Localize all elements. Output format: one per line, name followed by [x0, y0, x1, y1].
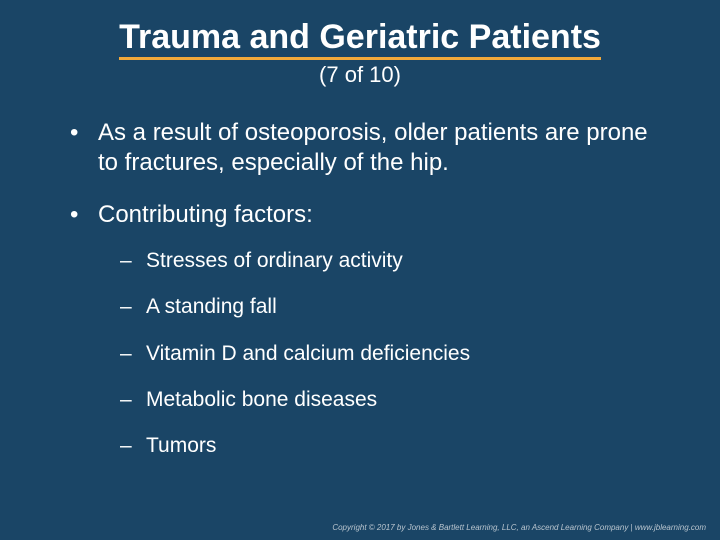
sub-bullet-item: Tumors	[120, 433, 660, 459]
bullet-list: As a result of osteoporosis, older patie…	[70, 118, 660, 459]
title-block: Trauma and Geriatric Patients (7 of 10)	[0, 0, 720, 88]
sub-bullet-text: Tumors	[146, 434, 216, 457]
sub-bullet-item: Stresses of ordinary activity	[120, 248, 660, 274]
slide-content: As a result of osteoporosis, older patie…	[0, 88, 720, 459]
slide-subtitle: (7 of 10)	[0, 62, 720, 88]
sub-bullet-text: Vitamin D and calcium deficiencies	[146, 342, 470, 365]
sub-bullet-text: Metabolic bone diseases	[146, 388, 377, 411]
slide-title: Trauma and Geriatric Patients	[119, 18, 601, 60]
sub-bullet-text: A standing fall	[146, 295, 277, 318]
sub-bullet-item: A standing fall	[120, 294, 660, 320]
sub-bullet-item: Metabolic bone diseases	[120, 387, 660, 413]
sub-bullet-text: Stresses of ordinary activity	[146, 249, 403, 272]
sub-bullet-list: Stresses of ordinary activity A standing…	[120, 248, 660, 459]
copyright-footer: Copyright © 2017 by Jones & Bartlett Lea…	[332, 523, 706, 532]
bullet-item: Contributing factors: Stresses of ordina…	[70, 200, 660, 459]
bullet-text: As a result of osteoporosis, older patie…	[98, 119, 648, 176]
sub-bullet-item: Vitamin D and calcium deficiencies	[120, 341, 660, 367]
bullet-text: Contributing factors:	[98, 201, 313, 228]
bullet-item: As a result of osteoporosis, older patie…	[70, 118, 660, 178]
